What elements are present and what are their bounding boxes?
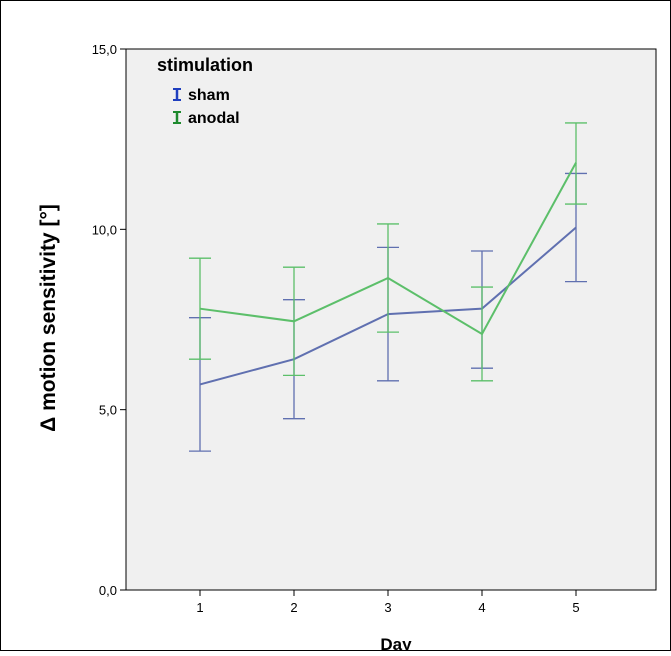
x-tick-label: 1 <box>196 600 203 615</box>
legend-label-anodal: anodal <box>188 110 240 127</box>
legend-label-sham: sham <box>188 87 230 104</box>
y-axis-label: Δ motion sensitivity [°] <box>37 204 60 432</box>
x-tick-label: 5 <box>572 600 579 615</box>
x-tick-label: 2 <box>290 600 297 615</box>
y-tick-label: 0,0 <box>99 583 117 598</box>
x-tick-label: 4 <box>478 600 485 615</box>
legend-title: stimulation <box>157 55 253 75</box>
x-tick-label: 3 <box>384 600 391 615</box>
y-tick-label: 5,0 <box>99 403 117 418</box>
x-axis-label: Day <box>380 635 412 651</box>
y-tick-label: 10,0 <box>92 222 117 237</box>
y-tick-label: 15,0 <box>92 42 117 57</box>
